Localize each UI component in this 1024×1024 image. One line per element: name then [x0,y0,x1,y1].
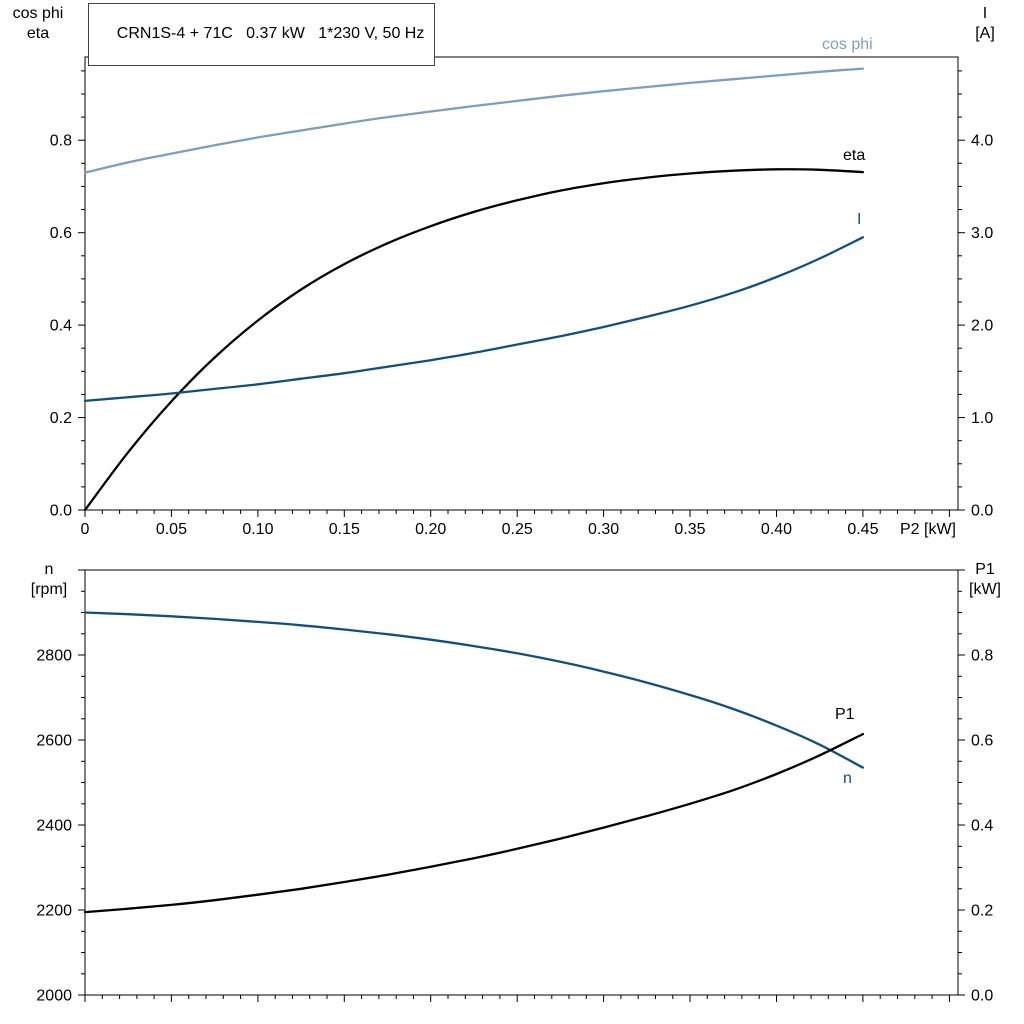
left-tick-label: 2800 [36,648,72,665]
top-left-axis-title: cos phi eta [0,4,76,44]
bottom-left-axis-title: n [rpm] [14,560,84,600]
curve-I [83,236,865,403]
right-tick-label: 0.8 [971,648,993,665]
curve-label-speed: n [843,770,852,787]
right-tick-label: 0.0 [971,988,993,1005]
x-axis-unit-label: P2 [kW] [900,521,956,538]
bottom-right-axis-title: P1 [kW] [952,560,1018,600]
x-tick-label: 0.40 [761,521,792,538]
x-tick-label: 0.25 [502,521,533,538]
curve-label-current: I [857,211,862,228]
curve-n [83,611,865,769]
left-tick-label: 0.0 [50,503,72,520]
chart-title-box: CRN1S-4 + 71C 0.37 kW 1*230 V, 50 Hz [88,3,436,66]
axis-title-p1-unit: [kW] [969,581,1001,598]
curve-P1 [83,732,865,914]
left-tick-label: 2400 [36,818,72,835]
x-tick-label: 0.05 [156,521,187,538]
left-tick-label: 0.2 [50,410,72,427]
left-tick-label: 2000 [36,988,72,1005]
axis-title-current-unit: [A] [975,25,995,42]
axis-title-speed-unit: [rpm] [30,581,68,598]
x-tick-label: 0.35 [674,521,705,538]
right-tick-label: 4.0 [971,133,993,150]
x-tick-label: 0 [81,521,90,538]
plot-border [84,569,959,996]
axis-title-p1: P1 [975,561,995,578]
curve-eta [83,168,865,512]
left-tick-label: 0.4 [50,318,72,335]
right-tick-label: 2.0 [971,318,993,335]
curve-label-p1: P1 [835,706,855,723]
curve-cos-phi [83,67,865,174]
left-tick-label: 0.8 [50,133,72,150]
x-tick-label: 0.20 [415,521,446,538]
x-tick-label: 0.15 [329,521,360,538]
x-tick-label: 0.45 [847,521,878,538]
curve-label-cosphi: cos phi [822,36,873,53]
axis-title-eta: eta [26,25,50,42]
left-tick-label: 0.6 [50,225,72,242]
right-tick-label: 0.4 [971,818,993,835]
left-tick-label: 2200 [36,903,72,920]
right-tick-label: 3.0 [971,225,993,242]
right-tick-label: 0.2 [971,903,993,920]
axis-title-cosphi: cos phi [12,5,64,22]
x-tick-label: 0.30 [588,521,619,538]
x-tick-label: 0.10 [242,521,273,538]
right-tick-label: 0.0 [971,503,993,520]
left-tick-label: 2600 [36,733,72,750]
right-tick-label: 1.0 [971,410,993,427]
chart-title: CRN1S-4 + 71C 0.37 kW 1*230 V, 50 Hz [116,25,425,42]
top-right-axis-title: I [A] [952,4,1018,44]
right-tick-label: 0.6 [971,733,993,750]
axis-title-speed: n [44,561,54,578]
plot-border [84,56,959,511]
curve-label-eta: eta [843,147,866,164]
axis-title-current: I [982,5,988,22]
